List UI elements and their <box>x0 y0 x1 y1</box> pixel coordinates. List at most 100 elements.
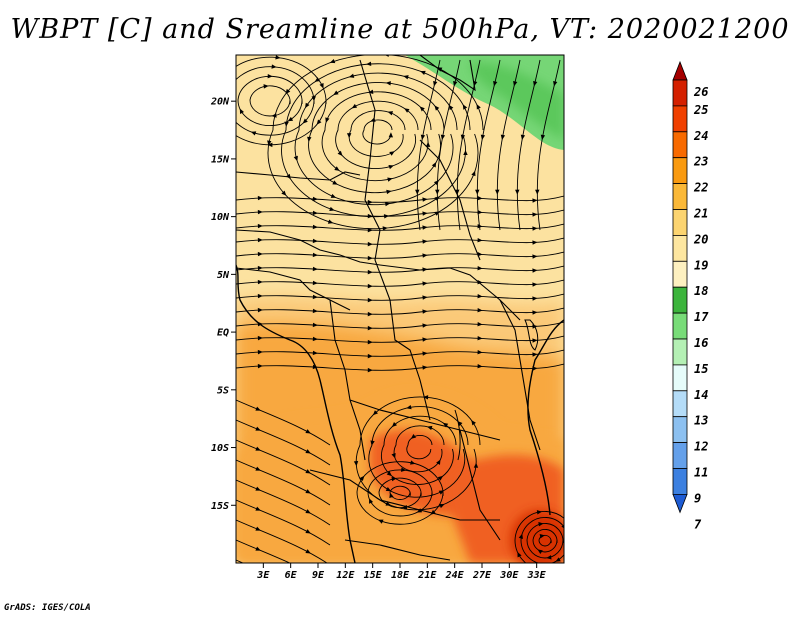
streamline-arrow <box>367 199 373 205</box>
streamline-arrow <box>305 429 311 434</box>
streamline-arrow <box>539 534 545 539</box>
streamline-arrow <box>477 252 483 257</box>
streamline-arrow <box>312 238 318 244</box>
streamline-arrow <box>311 96 316 102</box>
streamline-arrow <box>422 281 428 286</box>
colorbar-swatch <box>672 79 688 107</box>
streamline-arrow <box>305 449 311 454</box>
streamline-arrow <box>367 339 373 345</box>
streamline <box>532 529 558 553</box>
streamline-arrow <box>532 296 538 301</box>
streamline <box>236 321 564 329</box>
lon-label: 15E <box>364 570 383 581</box>
streamline-arrow <box>385 81 391 86</box>
streamline-arrow <box>346 133 352 139</box>
lat-label: EQ <box>217 328 229 339</box>
streamline-arrow <box>239 108 245 114</box>
streamline-arrow <box>367 311 373 317</box>
streamline-arrow <box>388 165 394 170</box>
streamline-arrow <box>477 308 483 313</box>
streamline-arrow <box>312 336 318 342</box>
streamline <box>236 209 564 217</box>
streamline-arrow <box>255 546 261 551</box>
streamline-arrow <box>367 353 373 359</box>
streamline-arrow <box>546 555 552 560</box>
streamline <box>389 485 411 500</box>
colorbar-swatch <box>672 442 688 469</box>
border-line <box>459 429 501 541</box>
streamline-arrow <box>305 469 311 474</box>
streamline-arrow <box>359 475 365 482</box>
streamline-arrow <box>250 131 257 136</box>
streamline-arrow <box>255 506 261 511</box>
streamline-arrow <box>312 308 318 314</box>
streamline <box>362 119 393 145</box>
streamline <box>236 499 331 546</box>
streamline <box>236 195 564 203</box>
streamline-arrow <box>477 350 483 355</box>
streamline <box>236 539 291 563</box>
colorbar-label: 15 <box>694 362 708 376</box>
streamline-arrow <box>382 226 388 231</box>
streamline-arrow <box>440 134 446 140</box>
streamline-arrow <box>448 104 454 111</box>
colorbar-swatch <box>672 416 688 444</box>
streamline <box>236 349 564 357</box>
streamline-arrow <box>316 119 322 125</box>
streamline-arrow <box>312 224 318 230</box>
streamline-arrow <box>533 80 538 87</box>
streamline-arrow <box>334 166 340 171</box>
streamline-arrow <box>275 55 281 60</box>
streamline-arrow <box>513 80 518 87</box>
lon-label: 30E <box>499 570 519 581</box>
streamline-arrow <box>325 117 330 123</box>
streamline-arrow <box>410 460 416 465</box>
colorbar-swatch <box>672 131 688 159</box>
colorbar-label: 20 <box>693 232 708 246</box>
colorbar-label: 19 <box>694 258 708 272</box>
streamline-arrow <box>257 293 263 299</box>
streamline-arrow <box>422 253 428 258</box>
streamline-arrow <box>477 336 483 341</box>
colorbar-swatch <box>672 312 688 340</box>
streamline-arrow <box>225 87 231 93</box>
streamline-arrow <box>329 59 336 64</box>
colorbar-label: 14 <box>694 388 708 402</box>
streamline-arrow <box>422 225 428 230</box>
streamline-arrow <box>387 111 394 116</box>
streamline-arrow <box>386 471 392 477</box>
streamline-arrow <box>305 509 311 514</box>
streamline-arrow <box>477 280 483 285</box>
streamline-arrow <box>422 351 428 356</box>
colorbar-swatch <box>672 468 688 495</box>
streamline-arrow <box>436 459 441 465</box>
lon-label: 9E <box>312 570 325 581</box>
streamline <box>236 519 328 563</box>
streamline-arrow <box>460 134 466 140</box>
streamline-arrow <box>312 350 318 356</box>
streamline <box>236 363 564 371</box>
streamline-arrow <box>257 195 263 201</box>
streamline-arrow <box>257 307 263 313</box>
streamline-arrow <box>420 134 426 140</box>
streamline-arrow <box>406 405 412 410</box>
streamline <box>526 522 564 559</box>
colorbar-label: 13 <box>694 414 708 428</box>
streamline-arrow <box>255 406 261 411</box>
lon-label: 27E <box>472 570 492 581</box>
streamline-arrow <box>540 134 546 140</box>
streamline-arrow <box>312 322 318 328</box>
streamline-arrow <box>312 252 318 258</box>
streamline-arrow <box>293 155 298 162</box>
streamline-arrow <box>314 77 321 82</box>
colorbar-swatch <box>672 209 688 236</box>
colorbar-label: 24 <box>693 129 708 143</box>
streamline-arrow <box>419 106 425 112</box>
streamline-arrow <box>305 549 311 554</box>
coastline-east <box>527 319 564 516</box>
streamline-arrow <box>415 189 420 195</box>
colorbar-swatch <box>672 260 688 288</box>
colorbar-label: 7 <box>694 517 702 531</box>
streamline <box>335 100 419 170</box>
streamline-arrow <box>257 209 263 215</box>
